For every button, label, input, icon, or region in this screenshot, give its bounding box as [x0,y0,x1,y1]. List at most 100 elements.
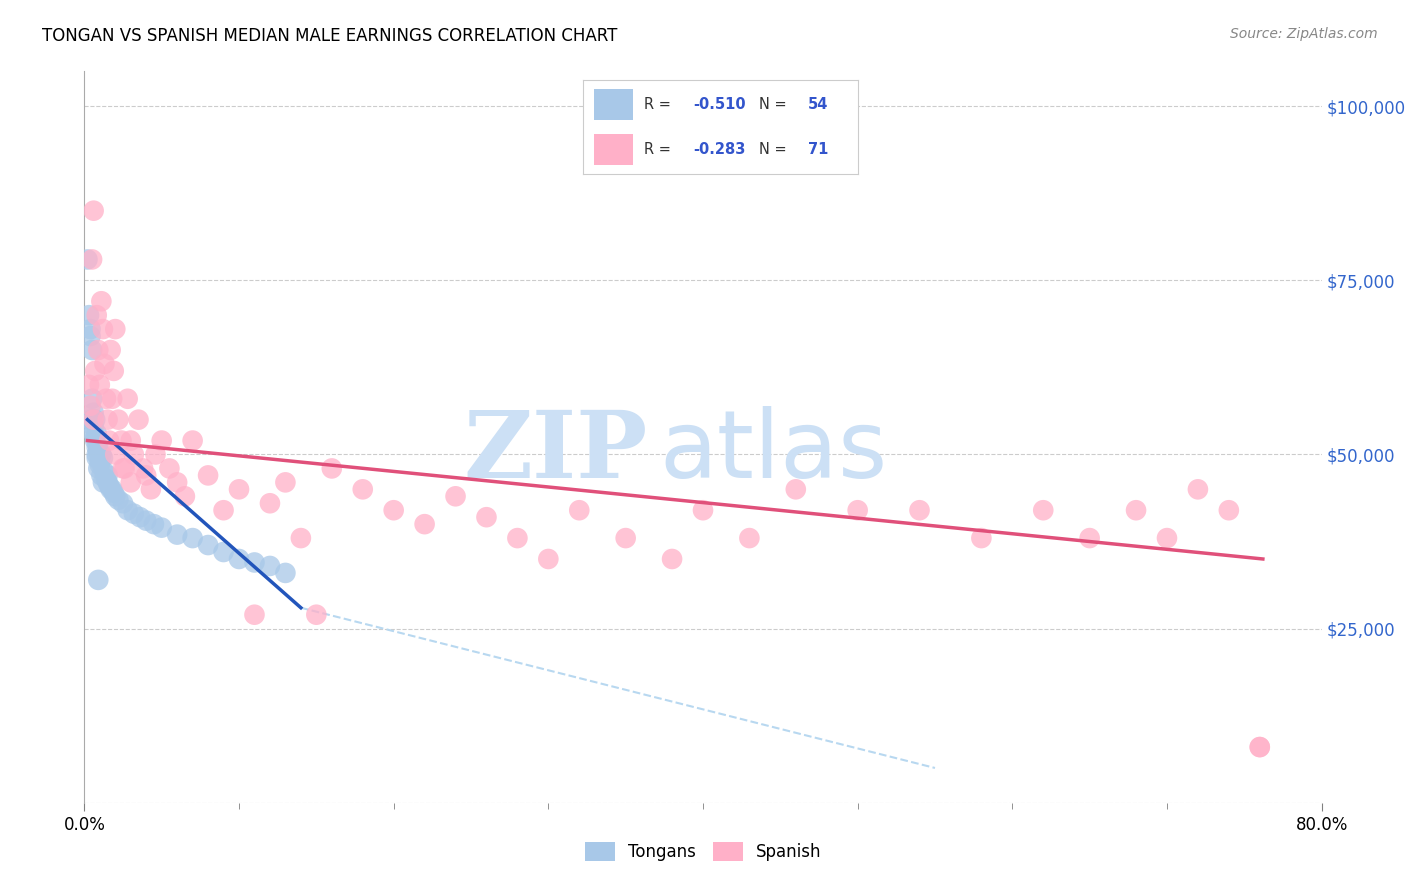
Point [259,558,281,573]
Point [107,412,129,426]
Point [98,434,121,448]
Point [506,531,529,545]
Point [135,514,157,528]
Point [413,517,436,532]
Point [100,343,122,357]
Point [83,426,105,441]
Point [82,412,104,426]
Point [305,607,328,622]
Point [661,552,683,566]
Point [84,434,107,448]
Point [132,461,155,475]
Point [150,434,173,448]
Point [84,412,107,426]
Text: TONGAN VS SPANISH MEDIAN MALE EARNINGS CORRELATION CHART: TONGAN VS SPANISH MEDIAN MALE EARNINGS C… [42,27,617,45]
Point [166,527,188,541]
Point [143,517,166,532]
Point [93,357,115,371]
Point [97,468,120,483]
Point [135,468,157,483]
Point [614,531,637,545]
Point [174,489,197,503]
Point [290,531,312,545]
FancyBboxPatch shape [595,134,633,164]
Point [76,252,98,267]
Point [86,441,108,455]
Point [1032,503,1054,517]
Point [159,461,181,475]
Point [93,465,115,479]
Point [120,475,142,490]
Text: Source: ZipAtlas.com: Source: ZipAtlas.com [1230,27,1378,41]
Point [537,552,560,566]
Point [90,468,112,483]
Point [166,475,188,490]
Point [352,483,374,497]
Point [212,503,235,517]
Point [89,458,111,472]
Point [83,406,105,420]
Point [738,531,761,545]
Point [197,468,219,483]
Point [91,475,114,490]
Point [104,489,127,503]
Point [86,308,108,322]
Text: N =: N = [759,96,792,112]
Point [243,607,266,622]
Point [79,399,101,413]
Point [86,448,108,462]
Point [1218,503,1240,517]
Point [122,507,145,521]
Point [181,434,204,448]
Point [129,510,152,524]
Text: 71: 71 [808,142,828,157]
Point [114,461,136,475]
Point [87,573,110,587]
Text: R =: R = [644,96,675,112]
Point [1156,531,1178,545]
Point [692,503,714,517]
Point [970,531,993,545]
Point [79,329,101,343]
Point [82,343,104,357]
Point [91,450,114,465]
Point [94,392,117,406]
Point [87,444,110,458]
Point [128,412,150,426]
Point [89,454,111,468]
FancyBboxPatch shape [595,88,633,120]
Text: 54: 54 [808,96,828,112]
Point [83,412,105,426]
Point [475,510,498,524]
Point [83,419,105,434]
Point [90,294,112,309]
Point [117,503,139,517]
Point [104,448,127,462]
Point [1187,483,1209,497]
Point [117,392,139,406]
Point [86,450,108,465]
Point [87,343,110,357]
Point [94,472,117,486]
Point [212,545,235,559]
Point [77,377,100,392]
Point [785,483,807,497]
Point [228,483,250,497]
Point [228,552,250,566]
Point [87,461,110,475]
Text: -0.510: -0.510 [693,96,745,112]
Point [321,461,343,475]
Point [139,483,162,497]
Text: atlas: atlas [659,406,889,498]
Point [1249,740,1271,755]
Point [79,412,101,426]
Text: R =: R = [644,142,675,157]
Point [101,392,124,406]
Point [82,252,104,267]
Point [112,496,135,510]
Text: ZIP: ZIP [463,407,647,497]
Point [181,531,204,545]
Point [150,521,173,535]
Point [79,322,101,336]
Point [259,496,281,510]
